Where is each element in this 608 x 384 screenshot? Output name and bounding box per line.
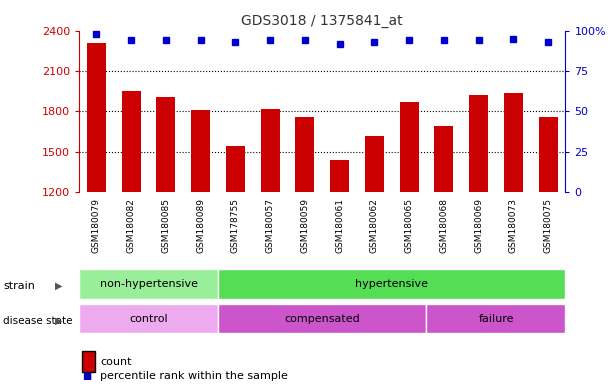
Text: GSM180089: GSM180089 [196,198,205,253]
Text: GSM180061: GSM180061 [335,198,344,253]
Text: GSM180062: GSM180062 [370,198,379,253]
Bar [87,43,106,353]
Text: GSM180085: GSM180085 [161,198,170,253]
Text: GSM180057: GSM180057 [266,198,275,253]
Bar [191,110,210,353]
Title: GDS3018 / 1375841_at: GDS3018 / 1375841_at [241,14,403,28]
Bar [504,93,523,353]
Bar [261,109,280,353]
Text: control: control [130,314,168,324]
Bar [122,91,140,353]
Text: non-hypertensive: non-hypertensive [100,279,198,289]
Bar [365,136,384,353]
FancyBboxPatch shape [426,304,565,333]
Bar [469,95,488,353]
Text: GSM180073: GSM180073 [509,198,518,253]
Text: GSM180059: GSM180059 [300,198,309,253]
Text: ▶: ▶ [55,316,62,326]
FancyBboxPatch shape [79,270,218,299]
Bar [539,117,558,353]
FancyBboxPatch shape [218,304,426,333]
Text: GSM178755: GSM178755 [231,198,240,253]
Text: ▶: ▶ [55,281,62,291]
FancyBboxPatch shape [218,270,565,299]
Bar [226,146,245,353]
Text: compensated: compensated [285,314,360,324]
Text: count: count [100,357,132,367]
Text: GSM180075: GSM180075 [544,198,553,253]
Text: GSM180069: GSM180069 [474,198,483,253]
Text: ■: ■ [81,371,91,381]
Text: strain: strain [3,281,35,291]
FancyBboxPatch shape [79,304,218,333]
Text: disease state: disease state [3,316,72,326]
Text: GSM180065: GSM180065 [404,198,413,253]
Bar [295,117,314,353]
Text: GSM180079: GSM180079 [92,198,101,253]
Bar [156,96,176,353]
Bar [399,102,419,353]
Text: failure: failure [478,314,514,324]
Bar [434,126,454,353]
Text: percentile rank within the sample: percentile rank within the sample [100,371,288,381]
Text: GSM180068: GSM180068 [440,198,448,253]
Text: hypertensive: hypertensive [355,279,428,289]
Text: GSM180082: GSM180082 [126,198,136,253]
Bar [330,160,349,353]
